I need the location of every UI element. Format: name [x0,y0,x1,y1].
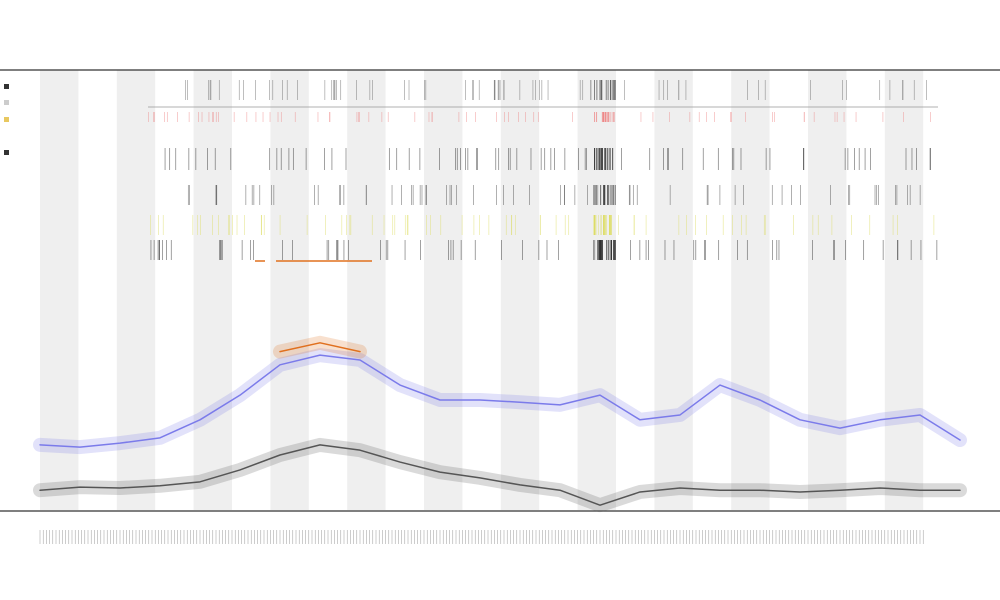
series-line [39,444,961,506]
series-line [39,354,961,448]
band [424,70,463,510]
band [500,70,540,510]
annotation-tracks [148,80,938,260]
band [884,70,924,510]
legend-swatch [4,150,9,155]
legend [4,84,9,155]
series [33,259,967,513]
legend-swatch [4,117,9,122]
background-bands [40,70,924,510]
band [577,70,616,510]
band [116,70,156,510]
band [808,70,847,510]
x-axis-marks [39,530,924,544]
band [193,70,232,510]
band [270,70,309,510]
legend-swatch [4,84,9,89]
band [40,70,79,510]
band [731,70,770,510]
legend-swatch [4,100,9,105]
band [654,70,693,510]
band [347,70,386,510]
